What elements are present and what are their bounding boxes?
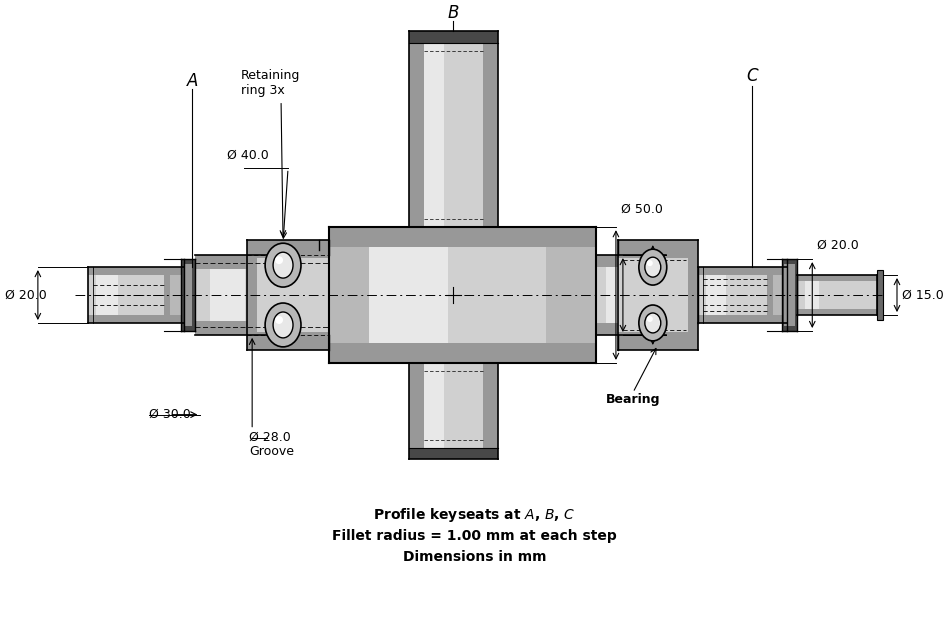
Ellipse shape <box>639 305 666 341</box>
Bar <box>546 247 596 343</box>
Text: Ø 50.0: Ø 50.0 <box>621 203 663 216</box>
Bar <box>618 240 698 258</box>
Ellipse shape <box>265 243 301 287</box>
Bar <box>170 275 185 315</box>
Bar <box>328 343 596 363</box>
Bar <box>705 275 725 315</box>
Text: Retaining
ring 3x: Retaining ring 3x <box>241 69 301 97</box>
Ellipse shape <box>273 252 293 278</box>
Ellipse shape <box>646 260 653 266</box>
Text: Groove: Groove <box>249 445 294 458</box>
Bar <box>698 267 787 323</box>
Bar <box>805 281 820 309</box>
Bar <box>773 275 787 315</box>
Bar <box>783 259 798 331</box>
Bar <box>484 363 498 447</box>
Text: $B$: $B$ <box>447 4 460 22</box>
Bar <box>328 227 596 363</box>
Bar <box>408 363 498 460</box>
Bar <box>596 323 665 335</box>
Bar <box>596 255 665 267</box>
Bar <box>484 43 498 227</box>
Bar <box>424 43 444 227</box>
Bar <box>767 267 787 323</box>
Bar <box>328 227 596 247</box>
Bar <box>88 267 185 323</box>
Bar <box>328 247 368 343</box>
Bar <box>798 309 877 315</box>
Text: Ø 20.0: Ø 20.0 <box>817 239 859 252</box>
Bar <box>182 259 195 331</box>
Bar <box>165 267 185 323</box>
Text: Fillet radius = 1.00 mm at each step: Fillet radius = 1.00 mm at each step <box>332 529 617 543</box>
Bar <box>195 255 294 269</box>
Bar <box>368 247 448 343</box>
Bar <box>687 240 698 350</box>
Bar <box>784 264 795 326</box>
Bar <box>408 43 498 227</box>
Bar <box>877 270 883 320</box>
Bar <box>248 240 328 258</box>
Bar <box>408 447 498 460</box>
Ellipse shape <box>265 303 301 347</box>
Ellipse shape <box>645 313 661 333</box>
Ellipse shape <box>275 316 283 324</box>
Bar <box>210 269 246 321</box>
Bar <box>185 264 192 326</box>
Bar <box>798 275 877 315</box>
Text: $A$: $A$ <box>186 72 199 89</box>
Text: $C$: $C$ <box>745 67 760 85</box>
Bar <box>195 321 294 335</box>
Bar <box>424 363 444 447</box>
Ellipse shape <box>646 316 653 322</box>
Bar <box>88 315 185 323</box>
Bar <box>408 363 424 447</box>
Bar <box>88 267 185 275</box>
Text: Dimensions in mm: Dimensions in mm <box>403 550 546 564</box>
Bar <box>248 240 257 350</box>
Bar <box>195 255 294 335</box>
Text: Ø 30.0: Ø 30.0 <box>628 244 669 257</box>
Bar <box>248 240 328 350</box>
Ellipse shape <box>645 257 661 277</box>
Bar <box>606 267 636 323</box>
Bar <box>596 255 665 335</box>
Text: Ø 30.0: Ø 30.0 <box>149 408 191 421</box>
Text: Ø 28.0: Ø 28.0 <box>249 431 291 444</box>
Bar <box>248 332 328 350</box>
Bar <box>798 275 877 281</box>
Text: Ø 15.0: Ø 15.0 <box>902 289 943 302</box>
Bar <box>96 275 118 315</box>
Text: Bearing: Bearing <box>606 393 661 406</box>
Bar <box>618 332 698 350</box>
Bar <box>618 240 698 350</box>
Ellipse shape <box>639 249 666 285</box>
Bar <box>408 31 498 43</box>
Bar <box>698 315 787 323</box>
Bar <box>698 267 787 275</box>
Ellipse shape <box>275 256 283 264</box>
Text: Ø 40.0: Ø 40.0 <box>228 149 269 162</box>
Text: Profile keyseats at $A$, $B$, $C$: Profile keyseats at $A$, $B$, $C$ <box>373 507 576 524</box>
Bar <box>408 43 424 227</box>
Ellipse shape <box>273 312 293 338</box>
Text: Ø 20.0: Ø 20.0 <box>5 289 47 302</box>
